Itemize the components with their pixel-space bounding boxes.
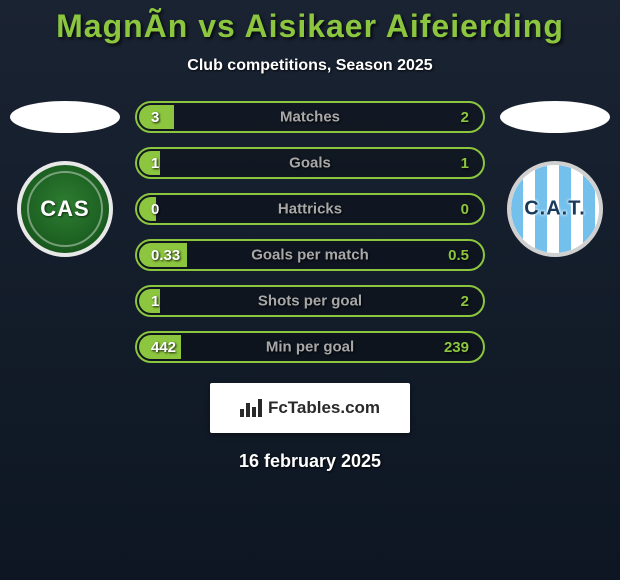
left-player-ellipse [10, 101, 120, 133]
stat-label: Hattricks [278, 201, 342, 218]
page-title: MagnÃn vs Aisikaer Aifeierding [56, 8, 564, 45]
right-player-ellipse [500, 101, 610, 133]
brand-text: FcTables.com [268, 398, 380, 418]
left-side-column: CAS [5, 101, 125, 257]
stat-left-value: 442 [151, 339, 176, 356]
stat-right-value: 1 [461, 155, 469, 172]
stat-bar: 1 Shots per goal 2 [135, 285, 485, 317]
left-crest-text: CAS [40, 196, 89, 222]
stat-label: Min per goal [266, 339, 354, 356]
stat-label: Goals per match [251, 247, 369, 264]
bar-chart-icon [240, 399, 262, 417]
stat-bar: 3 Matches 2 [135, 101, 485, 133]
right-crest-text: C.A.T. [524, 198, 586, 221]
stat-bar: 442 Min per goal 239 [135, 331, 485, 363]
stat-right-value: 0.5 [448, 247, 469, 264]
right-side-column: C.A.T. [495, 101, 615, 257]
stat-label: Matches [280, 109, 340, 126]
main-row: CAS 3 Matches 2 1 Goals 1 0 Hattricks 0 0.33 Goals… [0, 101, 620, 363]
stat-right-value: 239 [444, 339, 469, 356]
left-club-crest: CAS [17, 161, 113, 257]
stat-left-value: 1 [151, 155, 159, 172]
stat-left-value: 0.33 [151, 247, 180, 264]
stat-right-value: 2 [461, 109, 469, 126]
stat-left-value: 3 [151, 109, 159, 126]
stat-right-value: 0 [461, 201, 469, 218]
stat-right-value: 2 [461, 293, 469, 310]
stat-bar: 0.33 Goals per match 0.5 [135, 239, 485, 271]
stat-label: Goals [289, 155, 331, 172]
stats-column: 3 Matches 2 1 Goals 1 0 Hattricks 0 0.33 Goals per… [135, 101, 485, 363]
stat-bar: 0 Hattricks 0 [135, 193, 485, 225]
right-club-crest: C.A.T. [507, 161, 603, 257]
date-text: 16 february 2025 [239, 451, 381, 472]
page-subtitle: Club competitions, Season 2025 [187, 57, 432, 75]
stat-label: Shots per goal [258, 293, 362, 310]
brand-box[interactable]: FcTables.com [210, 383, 410, 433]
stat-left-value: 0 [151, 201, 159, 218]
stat-left-value: 1 [151, 293, 159, 310]
root-container: MagnÃn vs Aisikaer Aifeierding Club comp… [0, 0, 620, 580]
stat-bar: 1 Goals 1 [135, 147, 485, 179]
